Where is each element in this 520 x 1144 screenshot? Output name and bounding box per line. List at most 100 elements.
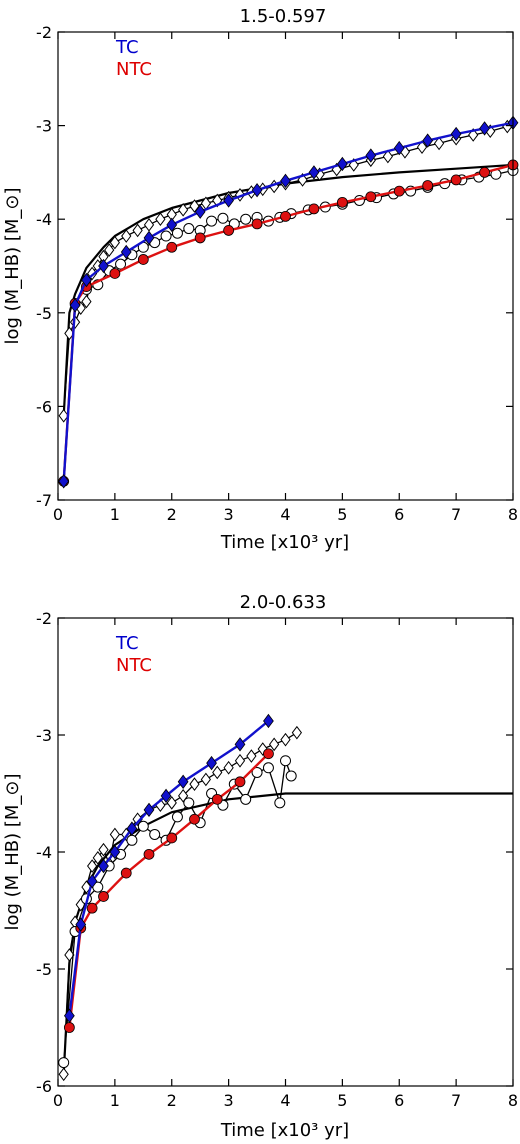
panel-1-x-tick-label-8: 8 [508,505,518,524]
panel-1-open-circle-point-3 [115,258,127,270]
panel-2-x-tick-label-4: 4 [280,1091,290,1110]
panel-2-frame [57,617,514,1087]
panel-2-y-tick-label-4: -2 [36,609,52,628]
panel-1-blue-diamond-line-point-13 [365,148,377,163]
panel-2-red-circle-line-point-4 [120,867,132,879]
panel-2-legend-tc: TC [115,633,139,654]
panel-1-blue-diamond-line-point-9 [251,183,263,198]
panel-2-open-diamond-point-20 [234,753,246,768]
panel-2-red-circle-line-point-5 [143,848,155,860]
panel-1-y-tick-label-3: -4 [36,210,52,229]
panel-2-open-circle-point-7 [137,820,149,832]
panel-1-open-diamond-point-15 [178,203,189,217]
panel-1-blue-diamond-line-point-10 [280,173,291,188]
panel-2-red-circle-line-point-3 [98,891,109,902]
panel-1-x-tick-label-1: 1 [110,505,120,524]
panel-1-blue-diamond-line-point-5 [143,230,155,246]
panel-1-open-circle-point-9 [183,223,195,235]
panel-2-open-circle-point-11 [183,797,195,809]
panel-1-series-blue-diamond-line-line [62,121,514,482]
panel-1-open-circle-point-14 [240,213,252,225]
panel-1-red-circle-line-point-5 [166,241,178,253]
panel-2-blue-diamond-line-point-8 [177,774,189,789]
panel-2-blue-diamond-line-point-2 [86,874,98,889]
panel-2-open-circle-point-21 [285,770,297,782]
panel-2-blue-diamond-line-point-10 [234,737,246,752]
panel-2-red-circle-line-point-9 [234,776,246,788]
panel-2-y-tick-label-1: -5 [36,960,52,979]
panel-2-open-diamond-point-17 [200,772,211,787]
panel-2-series-open-circle-connector [63,760,292,1063]
panel-1-blue-diamond-line-point-2 [81,272,92,288]
panel-2-title: 2.0-0.633 [240,592,327,613]
panel-2-open-diamond-point-16 [189,777,200,791]
panel-1-y-tick-label-4: -3 [36,117,52,136]
panel-2-open-circle-point-8 [149,828,161,840]
panel-1-open-circle-point-7 [160,230,172,242]
panel-2-y-axis-label: log (M_HB) [M_⊙] [2,774,23,931]
panel-1-blue-diamond-line-point-1 [69,298,81,313]
panel-2-open-circle-point-16 [240,793,252,805]
panel-2-open-circle-point-10 [171,811,183,823]
panel-1-open-diamond-point-0 [58,408,69,423]
panel-1-blue-diamond-line-point-12 [337,156,348,172]
panel-2-open-diamond-point-23 [269,737,280,752]
panel-1-blue-diamond-line-point-6 [166,217,178,232]
panel-1-open-circle-point-12 [217,212,229,224]
panel-2-open-circle-point-18 [262,762,274,774]
panel-1-x-tick-label-3: 3 [224,505,234,524]
panel-2-x-tick-label-7: 7 [451,1091,461,1110]
panel-1-red-circle-line-point-8 [251,218,263,230]
panel-2-open-circle-point-19 [274,797,286,809]
panel-1-y-tick-label-2: -5 [36,304,52,323]
panel-2-blue-diamond-line-point-7 [160,788,172,804]
panel-2-x-tick-label-1: 1 [110,1091,120,1110]
panel-1-x-tick-label-0: 0 [53,505,63,524]
panel-1-red-circle-line-point-11 [336,196,348,208]
panel-2-open-diamond-point-7 [98,842,109,857]
panel-2-x-axis-label: Time [x10³ yr] [220,1120,349,1141]
panel-2-blue-diamond-line-point-6 [143,802,155,818]
panel-1-blue-diamond-line-point-16 [450,126,462,142]
panel-2-blue-diamond-line-point-9 [206,755,217,771]
panel-1-x-tick-label-4: 4 [280,505,290,524]
panel-2-open-diamond-point-25 [291,725,302,740]
panel-2-y-tick-label-2: -4 [36,843,52,862]
panel-1-x-tick-label-5: 5 [337,505,347,524]
panel-1-marks [58,115,519,489]
panel-1-x-axis-label: Time [x10³ yr] [220,532,349,553]
panel-2-open-diamond-point-21 [246,749,257,763]
panel-1-blue-diamond-line-point-8 [223,193,234,208]
panel-1-open-diamond-point-13 [155,212,166,227]
panel-2-open-diamond-point-0 [58,1067,69,1082]
panel-1: 1.5-0.597 0 1 2 3 4 5 6 7 8 -7 -6 -5 -4 -3 -2 TC NTC T… [2,6,519,553]
panel-2: 2.0-0.633 0 1 2 3 4 5 6 7 8 -6 -5 -4 -3 -2 TC NTC Tim… [2,592,518,1141]
panel-2-y-tick-label-0: -6 [36,1077,52,1096]
panel-1-blue-diamond-line-point-0 [58,474,70,489]
panel-1-red-circle-line-point-9 [280,210,291,222]
panel-1-legend-tc: TC [115,37,139,58]
panel-1-open-diamond-point-30 [382,149,393,164]
panel-2-red-circle-line-point-0 [63,1022,75,1033]
panel-2-y-tick-label-3: -3 [36,726,52,745]
panel-2-open-diamond-point-14 [166,796,177,810]
panel-2-blue-diamond-line-point-5 [126,821,138,836]
panel-2-blue-diamond-line-point-11 [263,713,274,729]
panel-1-open-circle-point-8 [171,227,183,239]
panel-1-x-tick-label-6: 6 [394,505,404,524]
panel-1-red-circle-line-point-6 [194,232,206,244]
panel-1-open-diamond-point-11 [132,223,143,238]
panel-1-frame [57,31,514,501]
panel-1-y-tick-label-5: -2 [36,23,52,42]
panel-1-open-diamond-point-10 [121,229,132,243]
panel-1-open-circle-point-11 [206,215,218,227]
panel-2-open-diamond-point-24 [280,732,291,747]
panel-2-open-diamond-point-9 [109,827,120,842]
panel-2-open-diamond-point-18 [212,765,223,780]
panel-2-red-circle-line-point-10 [263,748,274,760]
panel-2-open-circle-point-17 [251,766,263,778]
panel-1-blue-diamond-line-point-3 [98,258,109,274]
panel-2-open-diamond-point-6 [92,851,103,865]
panel-1-open-diamond-point-33 [433,136,445,151]
